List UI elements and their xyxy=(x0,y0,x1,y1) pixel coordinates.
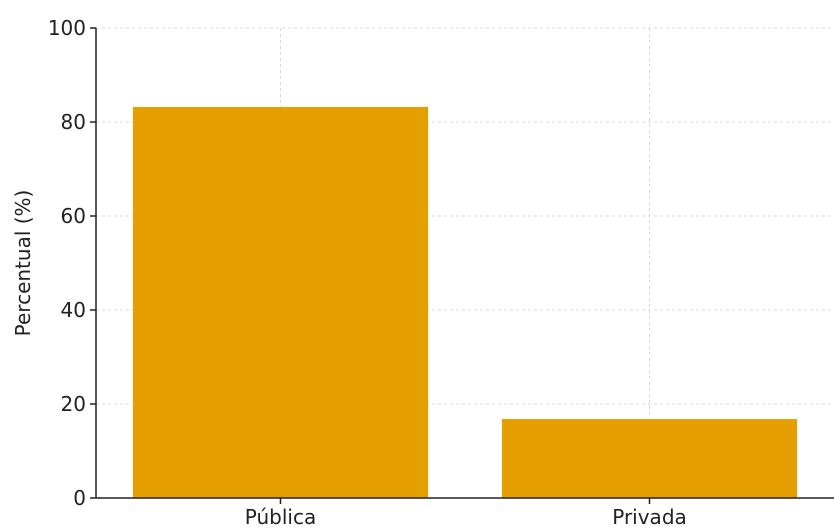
y-tick-label: 0 xyxy=(73,486,86,510)
axes xyxy=(90,27,834,504)
y-tick-label: 100 xyxy=(48,16,86,40)
bar-1 xyxy=(501,419,798,498)
y-tick-label: 20 xyxy=(61,392,86,416)
y-tick-label: 60 xyxy=(61,204,86,228)
y-tick-label: 40 xyxy=(61,298,86,322)
y-axis-title: Percentual (%) xyxy=(11,190,35,337)
bars xyxy=(132,106,798,499)
y-tick-label: 80 xyxy=(61,110,86,134)
x-tick-label: Privada xyxy=(612,505,687,529)
x-tick-label: Pública xyxy=(245,505,316,529)
tick-labels: 0 20 40 60 80 100 Pública Privada xyxy=(48,16,687,529)
bar-0 xyxy=(132,106,429,499)
